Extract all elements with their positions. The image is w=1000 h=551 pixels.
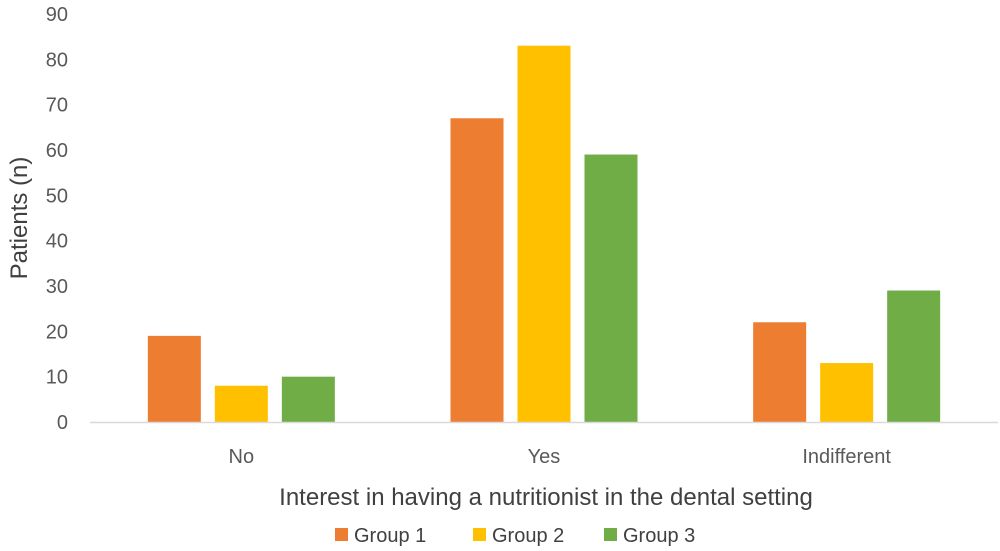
bar-group-3-yes: [584, 154, 638, 423]
bar-group-1-no: [147, 335, 201, 422]
legend: Group 1 Group 2 Group 3: [335, 525, 695, 547]
bar-group-1-yes: [450, 118, 504, 423]
bar-group-3-indifferent: [887, 290, 941, 422]
x-axis-title: Interest in having a nutritionist in the…: [279, 484, 813, 511]
y-tick-label: 60: [46, 140, 68, 162]
y-tick-label: 90: [46, 4, 68, 26]
y-tick-label: 70: [46, 95, 68, 117]
y-tick-label: 20: [46, 321, 68, 343]
bar-group-3-no: [281, 376, 335, 422]
legend-swatch: [335, 528, 348, 541]
bar-group-2-no: [214, 385, 268, 422]
y-axis-title: Patients (n): [6, 157, 33, 280]
y-axis-ticks: 0 10 20 30 40 50 60 70 80 90: [46, 4, 68, 434]
x-tick-label: Yes: [528, 446, 561, 468]
legend-label: Group 2: [492, 525, 564, 547]
y-tick-label: 30: [46, 276, 68, 298]
y-tick-label: 10: [46, 367, 68, 389]
bar-group-2-indifferent: [820, 363, 874, 422]
legend-swatch: [604, 528, 617, 541]
legend-label: Group 1: [354, 525, 426, 547]
x-tick-label: Indifferent: [802, 446, 891, 468]
y-tick-label: 40: [46, 231, 68, 253]
legend-swatch: [473, 528, 486, 541]
y-tick-label: 80: [46, 49, 68, 71]
legend-label: Group 3: [623, 525, 695, 547]
bars: [147, 45, 941, 423]
y-tick-label: 50: [46, 185, 68, 207]
bar-group-2-yes: [517, 45, 571, 422]
x-axis-ticks: No Yes Indifferent: [229, 446, 892, 468]
bar-group-1-indifferent: [753, 322, 807, 422]
y-tick-label: 0: [57, 412, 68, 434]
x-tick-label: No: [229, 446, 255, 468]
